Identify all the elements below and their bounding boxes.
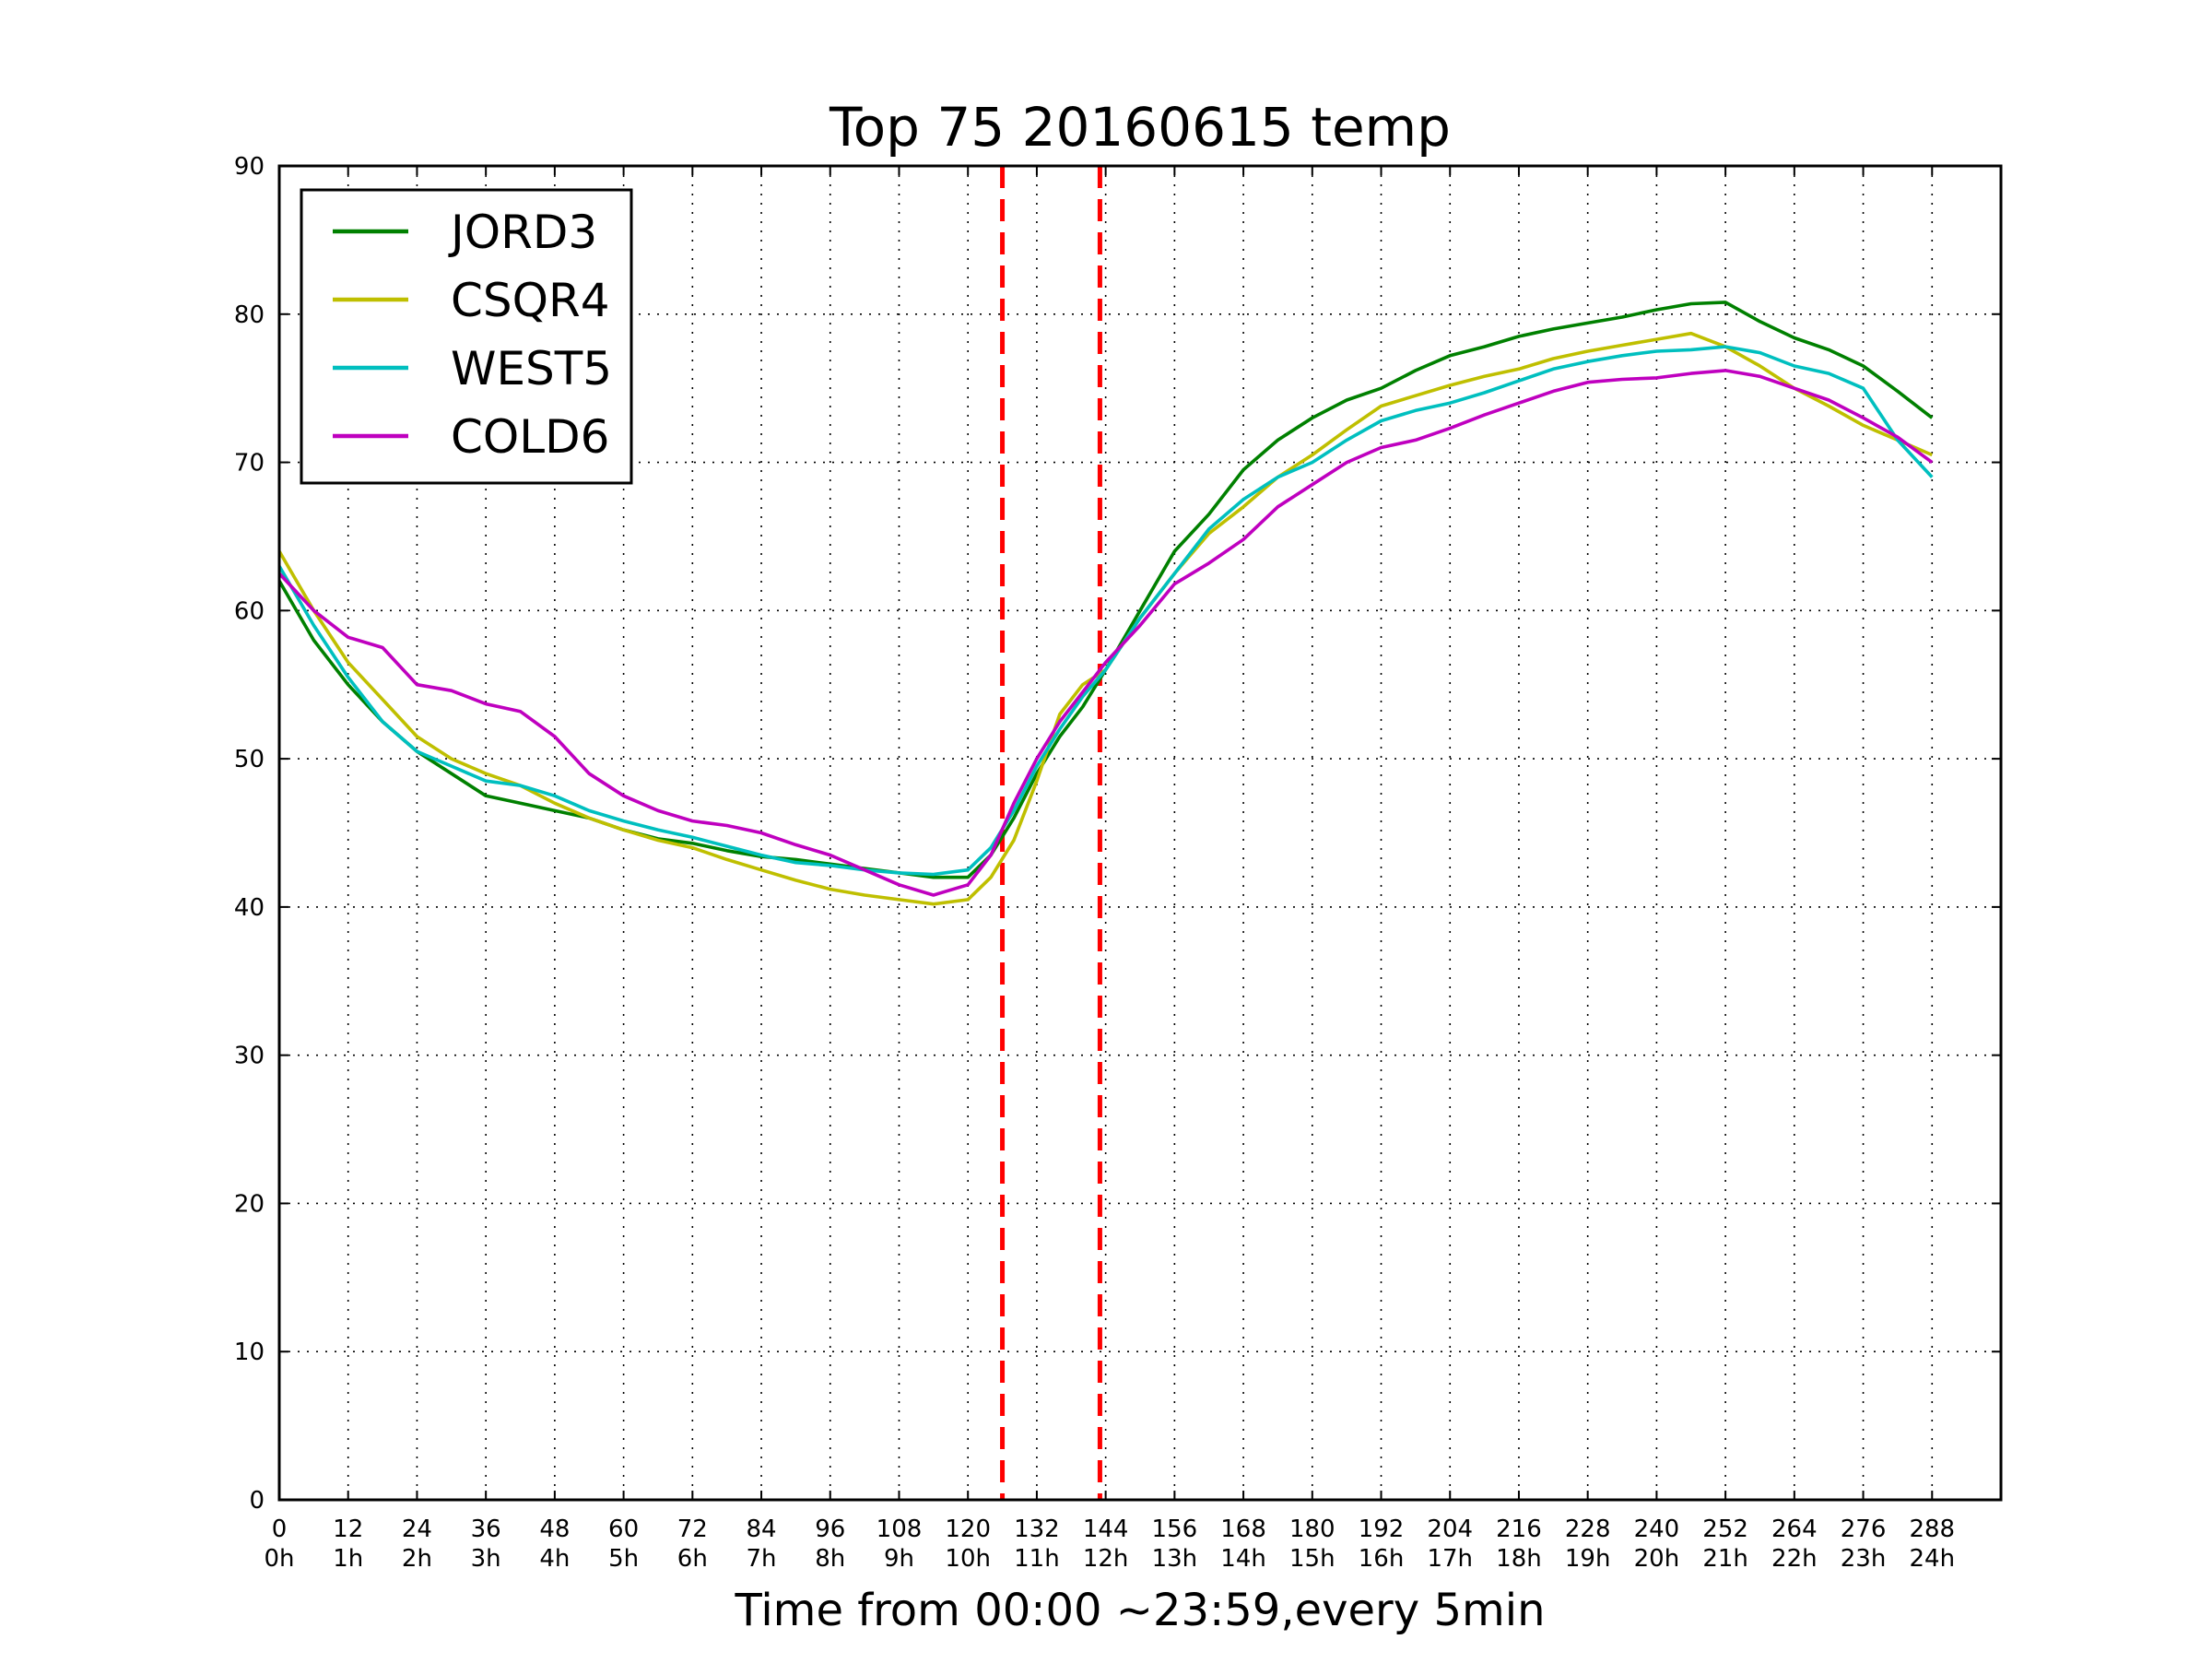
series-line-cold6 bbox=[277, 369, 1934, 897]
x-tick-sublabel: 12h bbox=[1083, 1545, 1129, 1573]
y-tick-label: 70 bbox=[234, 450, 265, 478]
x-tick-sublabel: 10h bbox=[945, 1545, 991, 1573]
x-axis-label: Time from 00:00 ~23:59,every 5min bbox=[735, 1585, 1546, 1636]
x-tick-sublabel: 1h bbox=[333, 1545, 363, 1573]
x-tick-sublabel: 0h bbox=[264, 1545, 294, 1573]
x-tick-sublabel: 5h bbox=[608, 1545, 639, 1573]
x-tick-label: 72 bbox=[677, 1516, 708, 1543]
x-tick-sublabel: 22h bbox=[1771, 1545, 1818, 1573]
x-tick-sublabel: 9h bbox=[884, 1545, 914, 1573]
x-tick-label: 12 bbox=[333, 1516, 363, 1543]
x-tick-sublabel: 14h bbox=[1220, 1545, 1266, 1573]
series-line-jord3 bbox=[277, 301, 1934, 879]
x-tick-label: 144 bbox=[1083, 1516, 1129, 1543]
y-tick-label: 60 bbox=[234, 597, 265, 625]
y-tick-label: 80 bbox=[234, 301, 265, 329]
x-tick-sublabel: 15h bbox=[1289, 1545, 1335, 1573]
y-tick-label: 50 bbox=[234, 746, 265, 773]
y-tick-label: 30 bbox=[234, 1043, 265, 1070]
x-tick-label: 156 bbox=[1152, 1516, 1198, 1543]
legend-label: COLD6 bbox=[451, 410, 609, 464]
x-tick-label: 276 bbox=[1841, 1516, 1887, 1543]
legend: JORD3 CSQR4 WEST5 COLD6 bbox=[300, 188, 633, 485]
y-tick-label: 40 bbox=[234, 894, 265, 922]
x-tick-label: 180 bbox=[1289, 1516, 1335, 1543]
x-tick-sublabel: 4h bbox=[539, 1545, 570, 1573]
x-tick-label: 132 bbox=[1014, 1516, 1060, 1543]
x-tick-sublabel: 19h bbox=[1565, 1545, 1611, 1573]
x-tick-label: 120 bbox=[945, 1516, 991, 1543]
x-tick-label: 24 bbox=[402, 1516, 432, 1543]
y-tick-label: 0 bbox=[249, 1487, 265, 1515]
series-line-csqr4 bbox=[277, 331, 1934, 906]
x-tick-sublabel: 20h bbox=[1634, 1545, 1680, 1573]
x-tick-label: 0 bbox=[272, 1516, 288, 1543]
x-tick-label: 288 bbox=[1909, 1516, 1955, 1543]
chart-title: Top 75 20160615 temp bbox=[829, 96, 1451, 159]
y-tick-label: 20 bbox=[234, 1190, 265, 1218]
x-tick-label: 216 bbox=[1496, 1516, 1542, 1543]
x-tick-sublabel: 17h bbox=[1427, 1545, 1473, 1573]
legend-label: CSQR4 bbox=[451, 274, 610, 327]
x-tick-sublabel: 21h bbox=[1702, 1545, 1748, 1573]
x-tick-label: 168 bbox=[1220, 1516, 1266, 1543]
x-tick-sublabel: 7h bbox=[747, 1545, 777, 1573]
plot-frame bbox=[277, 164, 2003, 1502]
legend-label: WEST5 bbox=[451, 342, 612, 395]
x-tick-sublabel: 8h bbox=[815, 1545, 845, 1573]
x-tick-label: 252 bbox=[1702, 1516, 1748, 1543]
x-tick-label: 204 bbox=[1427, 1516, 1473, 1543]
axis-ticks: 00h121h242h363h484h605h726h847h968h1089h… bbox=[234, 153, 2001, 1573]
x-tick-label: 228 bbox=[1565, 1516, 1611, 1543]
x-tick-label: 48 bbox=[539, 1516, 570, 1543]
x-tick-label: 240 bbox=[1634, 1516, 1680, 1543]
x-tick-sublabel: 24h bbox=[1909, 1545, 1955, 1573]
x-tick-label: 192 bbox=[1359, 1516, 1405, 1543]
x-tick-sublabel: 18h bbox=[1496, 1545, 1542, 1573]
x-tick-label: 36 bbox=[471, 1516, 501, 1543]
y-tick-label: 10 bbox=[234, 1339, 265, 1366]
x-tick-label: 108 bbox=[877, 1516, 923, 1543]
x-tick-sublabel: 2h bbox=[402, 1545, 432, 1573]
legend-label: JORD3 bbox=[448, 206, 597, 259]
y-tick-label: 90 bbox=[234, 153, 265, 181]
x-tick-label: 60 bbox=[608, 1516, 639, 1543]
series-line-west5 bbox=[277, 345, 1934, 877]
x-tick-sublabel: 23h bbox=[1841, 1545, 1887, 1573]
series-lines bbox=[277, 301, 1934, 906]
x-tick-sublabel: 11h bbox=[1014, 1545, 1060, 1573]
x-tick-label: 264 bbox=[1771, 1516, 1818, 1543]
x-tick-sublabel: 13h bbox=[1152, 1545, 1198, 1573]
x-tick-sublabel: 6h bbox=[677, 1545, 708, 1573]
x-tick-sublabel: 3h bbox=[471, 1545, 501, 1573]
x-tick-label: 96 bbox=[815, 1516, 845, 1543]
x-tick-sublabel: 16h bbox=[1359, 1545, 1405, 1573]
x-tick-label: 84 bbox=[746, 1516, 776, 1543]
